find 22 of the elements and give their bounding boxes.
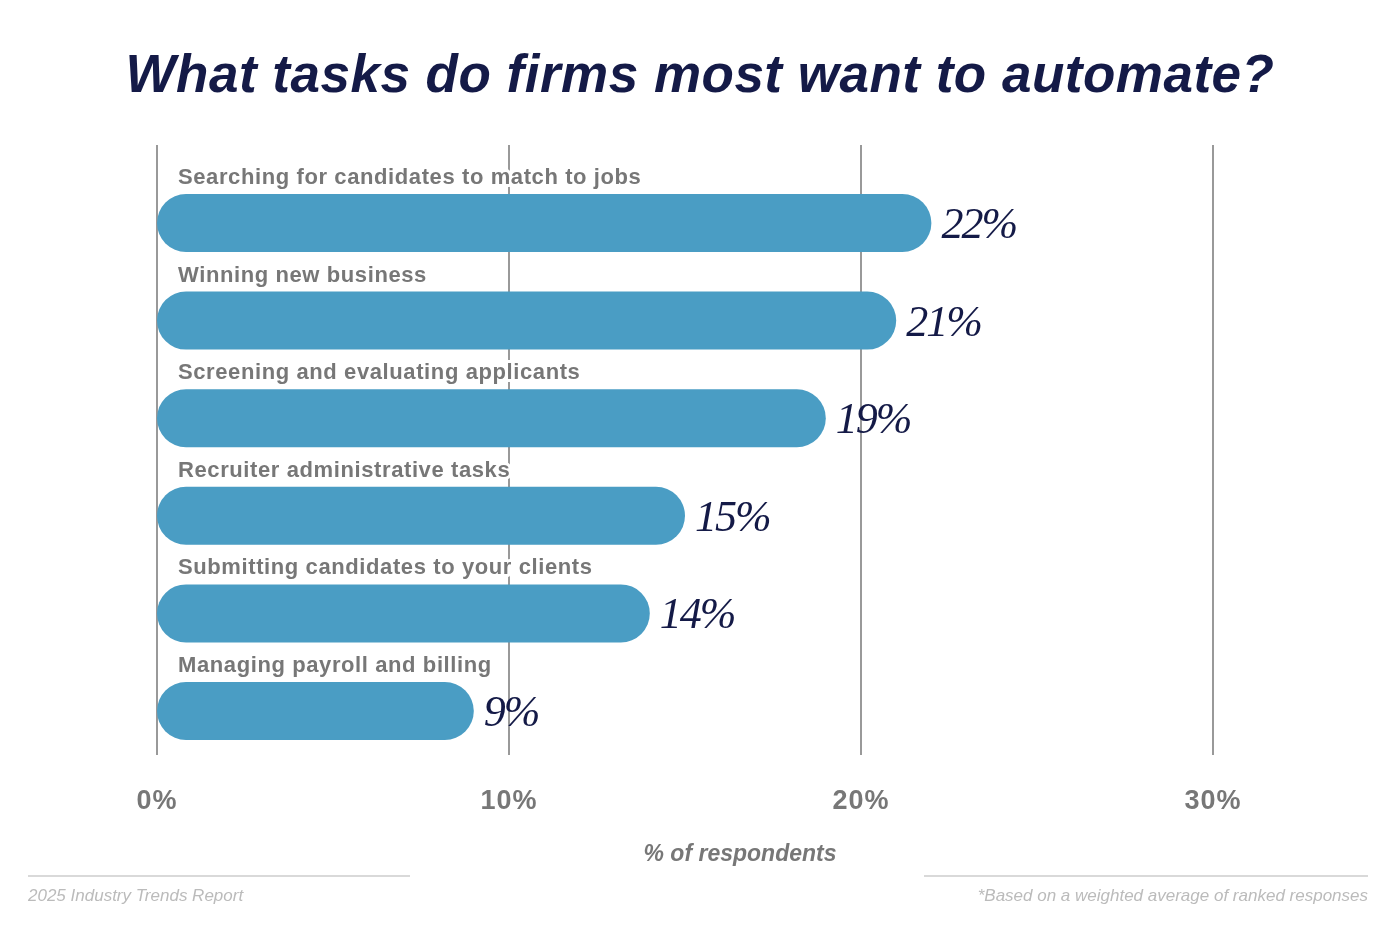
x-tick-label: 10% (480, 785, 538, 815)
data-label: 9% (483, 687, 539, 736)
bar (157, 584, 650, 643)
bar (157, 682, 474, 740)
data-label: 22% (941, 199, 1017, 248)
x-tick-label: 0% (136, 785, 178, 815)
data-label: 15% (695, 491, 770, 541)
y-tick-label: Winning new business (178, 261, 427, 287)
data-label: 21% (906, 296, 982, 346)
bar (157, 291, 897, 350)
chart-title: What tasks do firms most want to automate? (125, 44, 1275, 103)
bar (157, 194, 932, 252)
x-tick-label: 20% (832, 785, 890, 815)
bar (157, 486, 685, 545)
text: *Based on a weighted average of ranked responses (977, 886, 1369, 905)
data-label: 19% (835, 394, 911, 444)
x-tick-label: 30% (1184, 785, 1242, 815)
y-tick-label: Managing payroll and billing (178, 652, 492, 677)
text: 2025 Industry Trends Report (27, 886, 245, 905)
data-label: 14% (659, 589, 735, 639)
x-axis-title: % of respondents (643, 840, 837, 866)
bar (157, 389, 826, 448)
